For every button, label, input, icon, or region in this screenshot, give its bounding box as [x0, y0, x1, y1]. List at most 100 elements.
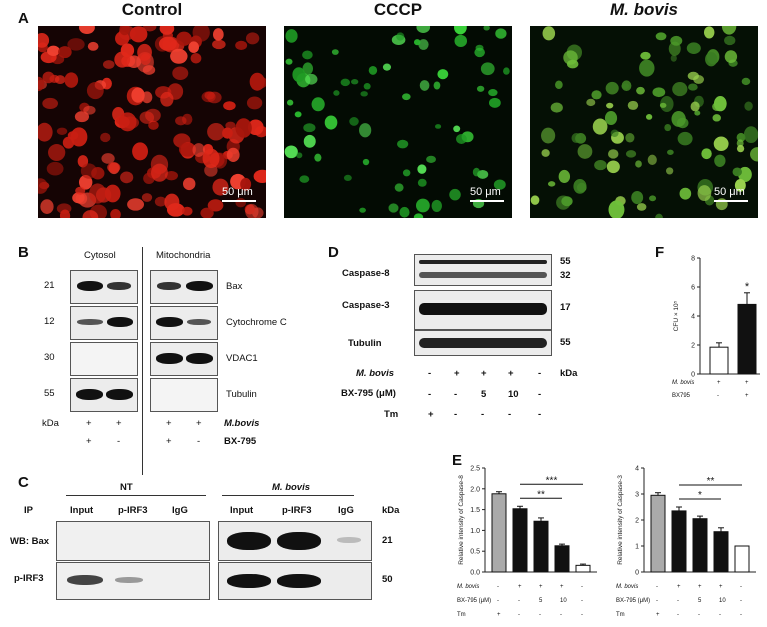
cell [397, 139, 409, 149]
e-cell: - [719, 612, 721, 618]
e-cell: - [560, 612, 562, 618]
cell [608, 200, 625, 218]
bar [692, 518, 708, 573]
scale-label-cccp: 50 μm [470, 186, 501, 198]
cell [129, 26, 148, 43]
cell [677, 131, 693, 146]
blot-bax-cytosol [70, 270, 138, 304]
e-row-label: M. bovis [616, 584, 639, 590]
cell [164, 170, 178, 181]
cell [245, 203, 259, 218]
cell [368, 65, 378, 75]
blot-tubulin-mito [150, 378, 218, 412]
e-cell: 10 [560, 598, 567, 604]
f-cell: + [745, 380, 749, 386]
d-kda-17: 17 [560, 302, 571, 313]
cell [64, 72, 79, 88]
cell [724, 50, 738, 63]
cell [159, 26, 175, 35]
y-tick-label: 4 [635, 466, 639, 473]
cell [694, 110, 701, 116]
d-kda-label: kDa [560, 368, 578, 379]
cell [541, 127, 556, 144]
cell [558, 169, 571, 184]
e-cell: - [656, 584, 658, 590]
cell [294, 111, 302, 118]
cell [419, 80, 430, 91]
y-axis-label: Relative intensity of Caspase-8 [458, 475, 465, 565]
cell [724, 35, 736, 46]
cell [202, 148, 220, 169]
panel-c-letter: C [18, 474, 29, 491]
cell [721, 26, 737, 35]
cell [75, 186, 86, 195]
cell [235, 40, 248, 51]
e-cell: + [539, 584, 543, 590]
b-r2-c4: - [197, 436, 201, 447]
e-cell: + [719, 584, 723, 590]
kda-30: 30 [44, 352, 55, 363]
b-r1-c3: + [166, 418, 172, 429]
cell [160, 91, 174, 107]
cell [235, 118, 252, 138]
cell [247, 119, 264, 136]
cell [359, 123, 372, 138]
cell [314, 153, 322, 162]
cell [647, 154, 657, 166]
cell [324, 115, 338, 130]
cell [713, 136, 729, 152]
cell [175, 116, 187, 126]
cell [664, 123, 672, 132]
d-kda-55a: 55 [560, 256, 571, 267]
d-row-tm: Tm [384, 409, 399, 420]
cell [454, 34, 468, 48]
d-kda-32: 32 [560, 270, 571, 281]
d-cell: - [508, 409, 512, 420]
cell [127, 198, 145, 211]
blot-bax-mito [150, 270, 218, 304]
bar [650, 494, 666, 573]
cell [343, 174, 352, 181]
cell [292, 67, 306, 83]
e-row-label: BX-795 (μM) [616, 598, 651, 604]
cell [652, 87, 666, 98]
cell [86, 81, 104, 100]
cell [207, 199, 224, 212]
e-cell: - [740, 598, 742, 604]
y-tick-label: 2 [635, 518, 639, 525]
b-r1-c4: + [196, 418, 202, 429]
cell [333, 90, 340, 96]
cell [104, 184, 121, 203]
cell [47, 45, 60, 56]
c-ip-label: IP [24, 505, 33, 516]
mitochondria-label: Mitochondria [156, 250, 211, 261]
kda-21: 21 [44, 280, 55, 291]
e-row-label: BX-795 (μM) [457, 598, 492, 604]
cell [571, 133, 582, 144]
cell [38, 33, 50, 48]
cell [636, 203, 647, 211]
cell [550, 102, 563, 113]
cell [158, 36, 177, 51]
e-cell: - [518, 598, 520, 604]
c-kda-50: 50 [382, 574, 393, 585]
cell [488, 97, 501, 108]
cell [750, 147, 758, 162]
cell [621, 83, 630, 90]
d-row-bx795: BX-795 (μM) [341, 388, 396, 399]
bar [734, 545, 750, 573]
cell [671, 111, 686, 127]
cell [556, 195, 571, 210]
cell [541, 149, 550, 157]
e-cell: + [560, 584, 564, 590]
blot-d-tubulin [414, 330, 552, 356]
y-tick-label: 1.0 [470, 528, 480, 535]
bar [671, 510, 687, 573]
cell [655, 213, 663, 218]
blot-c-nt-bax [56, 521, 210, 561]
significance-star: * [745, 281, 750, 293]
cell [207, 123, 225, 141]
cell [143, 26, 157, 32]
c-lane-input-1: Input [70, 505, 94, 516]
cell [672, 82, 688, 97]
